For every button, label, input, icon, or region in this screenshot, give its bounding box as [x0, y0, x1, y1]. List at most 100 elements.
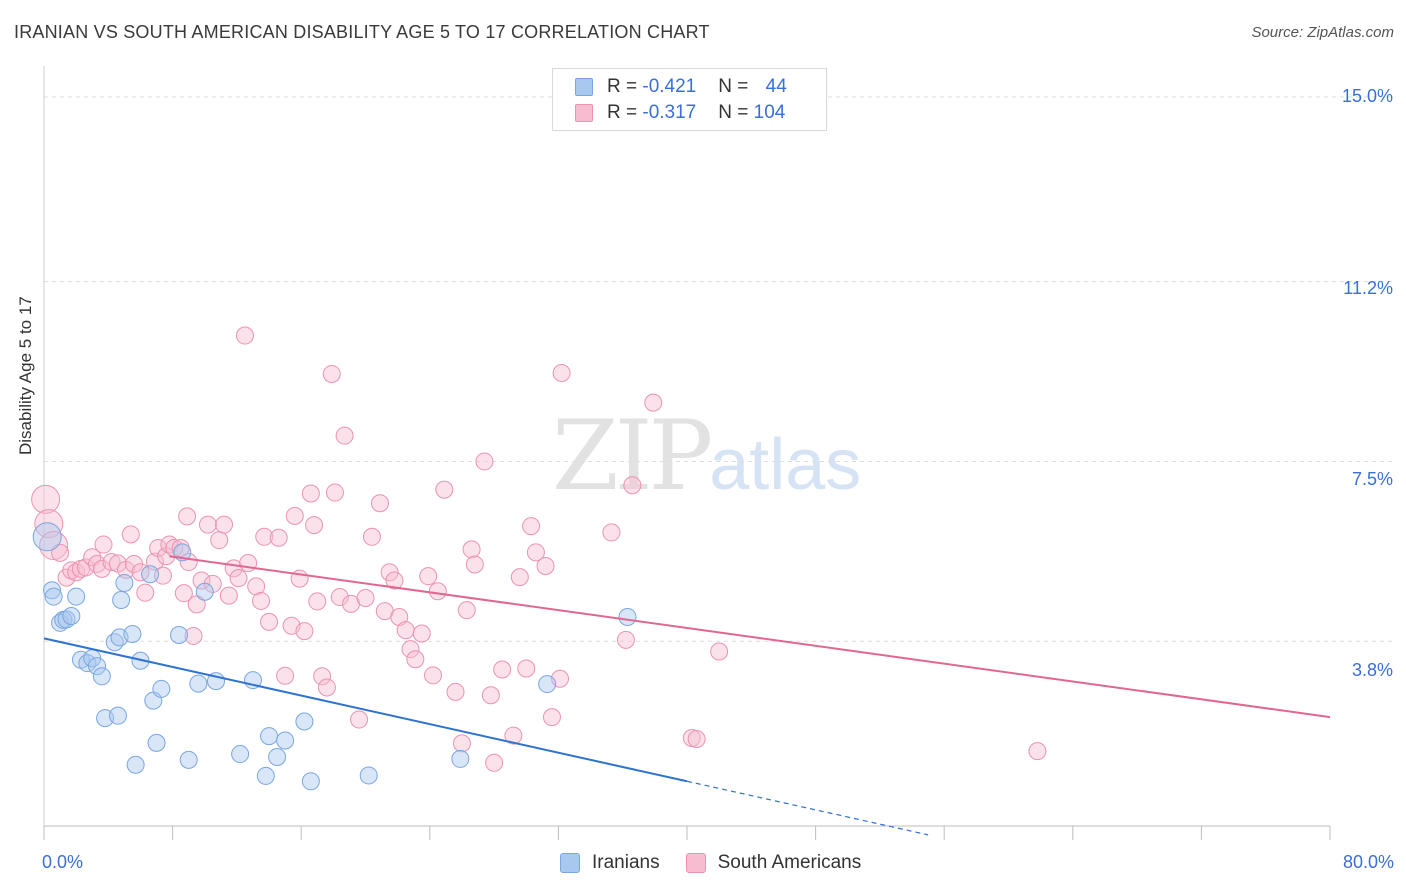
y-tick-label-15: 15.0% [1342, 86, 1393, 107]
south-americans-point [429, 583, 446, 600]
iranians-trend-extension [687, 781, 928, 835]
iranians-point [33, 523, 61, 551]
south-americans-point [253, 592, 270, 609]
legend-item-label: South Americans [718, 852, 862, 874]
south-americans-point [482, 687, 499, 704]
iranians-point [180, 751, 197, 768]
iranians-point [360, 767, 377, 784]
south-americans-point [425, 667, 442, 684]
axes [44, 66, 1330, 840]
legend-r-label: R = [607, 76, 642, 98]
legend-item-south-americans[interactable]: South Americans [686, 852, 862, 874]
legend-n-label: N = [718, 76, 753, 98]
legend-n-label: N = [718, 102, 753, 124]
south-americans-point [458, 602, 475, 619]
south-americans-point [453, 735, 470, 752]
iranians-point [619, 608, 636, 625]
south-americans-point [1029, 743, 1046, 760]
south-americans-point [486, 754, 503, 771]
south-americans-point [363, 528, 380, 545]
legend-item-label: Iranians [592, 852, 660, 874]
south-americans-point [420, 568, 437, 585]
south-americans-point [711, 643, 728, 660]
legend-item-iranians[interactable]: Iranians [560, 852, 660, 874]
iranians-point [127, 756, 144, 773]
south-americans-point [494, 661, 511, 678]
south-americans-point [645, 394, 662, 411]
iranians-point [302, 773, 319, 790]
iranians-point [68, 588, 85, 605]
south-americans-point [318, 679, 335, 696]
south-americans-point [32, 485, 60, 513]
x-tick-label-max: 80.0% [1343, 852, 1394, 873]
correlation-legend: R = -0.421 N = 44 R = -0.317 N = 104 [552, 68, 827, 131]
south-americans-point [216, 516, 233, 533]
south-americans-point [236, 327, 253, 344]
south-americans-point [466, 556, 483, 573]
south-americans-point [95, 536, 112, 553]
south-americans-point [413, 625, 430, 642]
south-americans-point [306, 517, 323, 534]
south-americans-point [277, 667, 294, 684]
south-americans-point [523, 518, 540, 535]
south-americans-point [296, 623, 313, 640]
south-americans-point [553, 364, 570, 381]
south-americans-point [326, 484, 343, 501]
iranians-point [277, 732, 294, 749]
iranians-point [124, 626, 141, 643]
south-americans-point [122, 526, 139, 543]
x-tick-label-min: 0.0% [42, 852, 83, 873]
south-americans-point [336, 427, 353, 444]
legend-r-value: -0.317 [642, 102, 696, 124]
south-americans-point [309, 593, 326, 610]
iranians-point [296, 713, 313, 730]
iranians-swatch [560, 853, 580, 873]
south-americans-point [511, 569, 528, 586]
legend-r-label: R = [607, 102, 642, 124]
legend-row-iranians: R = -0.421 N = 44 [575, 75, 787, 99]
south-americans-point [688, 730, 705, 747]
south-americans-point [436, 481, 453, 498]
south-americans-point [211, 532, 228, 549]
south-americans-point [397, 622, 414, 639]
south-americans-point [302, 485, 319, 502]
south-americans-point [463, 541, 480, 558]
south-americans-point [179, 508, 196, 525]
iranians-point [63, 608, 80, 625]
iranians-point [257, 767, 274, 784]
south-americans-point [357, 590, 374, 607]
south-americans-point [518, 660, 535, 677]
legend-n-value: 104 [754, 102, 786, 124]
iranians-point [109, 707, 126, 724]
iranians-point [190, 675, 207, 692]
iranians-point [196, 583, 213, 600]
legend-row-south-americans: R = -0.317 N = 104 [575, 101, 785, 125]
south-americans-point [543, 709, 560, 726]
south-americans-point [371, 495, 388, 512]
south-americans-point [351, 711, 368, 728]
south-americans-point [220, 587, 237, 604]
south-americans-point [286, 507, 303, 524]
y-tick-label-3-8: 3.8% [1352, 660, 1393, 681]
south-americans-point [230, 570, 247, 587]
south-americans-point [199, 516, 216, 533]
y-tick-label-11-2: 11.2% [1343, 278, 1393, 299]
iranians-swatch [575, 78, 593, 96]
south-americans-point [603, 524, 620, 541]
legend-r-value: -0.421 [642, 76, 696, 98]
south-americans-point [323, 365, 340, 382]
iranians-point [269, 748, 286, 765]
south-americans-point [270, 529, 287, 546]
south-americans-point [617, 631, 634, 648]
iranians-point [153, 680, 170, 697]
iranians-point [93, 668, 110, 685]
south-americans-point [240, 555, 257, 572]
iranians-point [171, 626, 188, 643]
south-americans-trend-line [169, 556, 1330, 717]
iranians-point [452, 750, 469, 767]
south-americans-point [447, 683, 464, 700]
south-americans-point [537, 557, 554, 574]
south-americans-point [261, 613, 278, 630]
south-americans-point [476, 453, 493, 470]
